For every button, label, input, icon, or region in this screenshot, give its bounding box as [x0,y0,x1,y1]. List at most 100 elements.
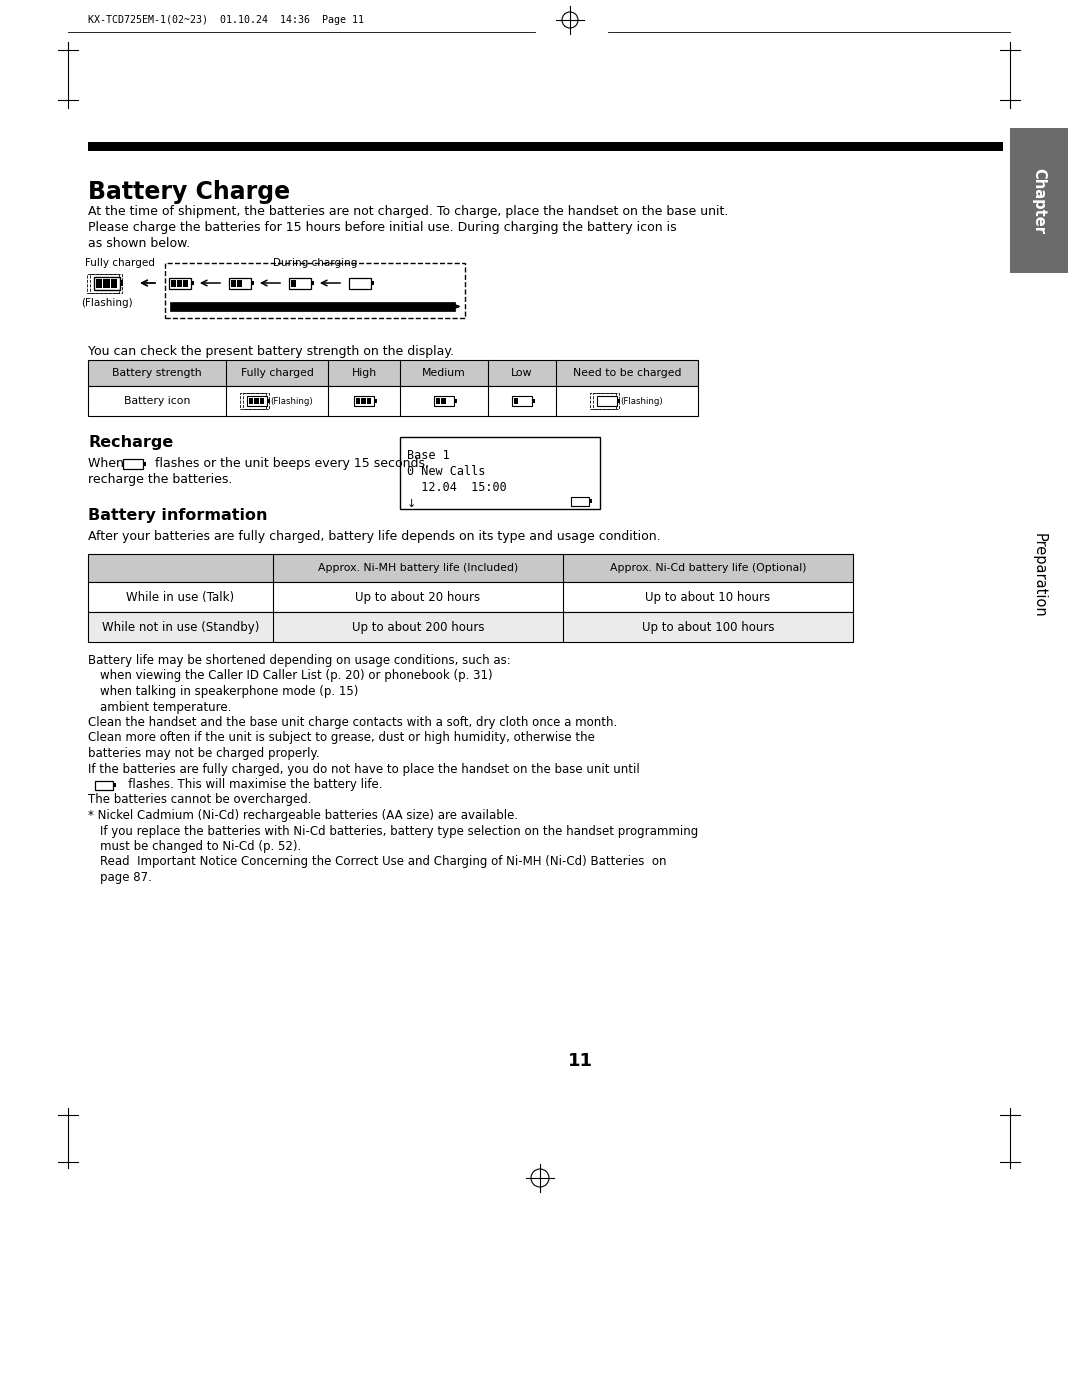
Bar [177,279,183,286]
Bar [254,398,259,404]
Bar [229,278,251,289]
Text: when viewing the Caller ID Caller List (p. 20) or phonebook (p. 31): when viewing the Caller ID Caller List (… [100,669,492,683]
Text: as shown below.: as shown below. [87,237,190,250]
Bar [617,400,620,402]
Text: Base 1: Base 1 [407,448,449,462]
Bar [289,278,311,289]
Bar [367,398,372,404]
Bar [87,274,119,292]
Text: ↓: ↓ [407,499,417,509]
Text: batteries may not be charged properly.: batteries may not be charged properly. [87,747,320,760]
Bar [311,281,314,285]
Bar [589,499,592,503]
Bar [87,555,853,583]
Bar [354,395,374,407]
Text: must be changed to Ni-Cd (p. 52).: must be changed to Ni-Cd (p. 52). [100,840,301,854]
Bar [374,400,377,402]
Text: Battery strength: Battery strength [112,367,202,379]
Bar [267,400,270,402]
Text: Clean more often if the unit is subject to grease, dust or high humidity, otherw: Clean more often if the unit is subject … [87,732,595,745]
Bar [597,395,617,407]
Text: While in use (Talk): While in use (Talk) [126,591,234,604]
Text: Clean the handset and the base unit charge contacts with a soft, dry cloth once : Clean the handset and the base unit char… [87,717,618,729]
Text: when talking in speakerphone mode (p. 15): when talking in speakerphone mode (p. 15… [100,685,359,698]
Bar [87,360,698,386]
Text: Battery icon: Battery icon [124,395,190,407]
Text: Up to about 100 hours: Up to about 100 hours [642,620,774,633]
Text: Fully charged: Fully charged [85,258,154,268]
Text: During charging: During charging [273,258,357,268]
Bar [400,437,600,509]
Text: At the time of shipment, the batteries are not charged. To charge, place the han: At the time of shipment, the batteries a… [87,205,728,218]
Bar [87,386,698,416]
Text: Up to about 200 hours: Up to about 200 hours [352,620,484,633]
Text: While not in use (Standby): While not in use (Standby) [102,620,259,633]
Bar [110,278,117,288]
Bar [191,281,194,285]
Text: (Flashing): (Flashing) [620,397,663,405]
Bar [362,398,366,404]
Bar [372,281,374,285]
Bar [593,393,619,409]
Text: Approx. Ni-MH battery life (Included): Approx. Ni-MH battery life (Included) [318,563,518,573]
Text: Fully charged: Fully charged [241,367,313,379]
Bar [532,400,535,402]
Text: When: When [87,457,127,469]
Text: page 87.: page 87. [100,870,152,884]
Text: ambient temperature.: ambient temperature. [100,700,231,714]
Bar [94,277,120,289]
Text: Approx. Ni-Cd battery life (Optional): Approx. Ni-Cd battery life (Optional) [610,563,807,573]
Bar [123,460,143,469]
Bar [259,398,264,404]
Bar [247,395,267,407]
Text: 11: 11 [567,1052,593,1070]
Text: flashes. This will maximise the battery life.: flashes. This will maximise the battery … [117,778,382,791]
Text: Battery information: Battery information [87,509,268,522]
Text: Need to be charged: Need to be charged [572,367,681,379]
Text: recharge the batteries.: recharge the batteries. [87,474,232,486]
Bar [168,278,191,289]
Text: KX-TCD725EM-1(02~23)  01.10.24  14:36  Page 11: KX-TCD725EM-1(02~23) 01.10.24 14:36 Page… [87,15,364,25]
Text: Up to about 10 hours: Up to about 10 hours [646,591,770,604]
Bar [171,279,176,286]
Bar [291,279,296,286]
Text: Preparation: Preparation [1031,532,1047,617]
Bar [87,583,853,612]
Text: The batteries cannot be overcharged.: The batteries cannot be overcharged. [87,793,311,806]
Text: flashes or the unit beeps every 15 seconds,: flashes or the unit beeps every 15 secon… [147,457,429,469]
Bar [590,393,616,409]
Text: 0 New Calls: 0 New Calls [407,465,485,478]
Text: 12.04  15:00: 12.04 15:00 [407,481,507,495]
Text: Battery Charge: Battery Charge [87,180,291,204]
Text: (Flashing): (Flashing) [81,298,133,307]
Bar [512,395,532,407]
Text: Recharge: Recharge [87,434,173,450]
Text: Chapter: Chapter [1031,168,1047,233]
Text: High: High [351,367,377,379]
Bar [90,274,122,292]
Text: Medium: Medium [422,367,465,379]
Bar [434,395,454,407]
Bar [113,784,116,787]
Bar [95,781,113,789]
Text: Please charge the batteries for 15 hours before initial use. During charging the: Please charge the batteries for 15 hours… [87,221,677,235]
Text: Up to about 20 hours: Up to about 20 hours [355,591,481,604]
Bar [104,278,110,288]
Bar [120,281,123,285]
Bar [1010,129,1068,272]
Bar [183,279,188,286]
Text: Battery life may be shortened depending on usage conditions, such as:: Battery life may be shortened depending … [87,654,511,666]
Text: * Nickel Cadmium (Ni-Cd) rechargeable batteries (AA size) are available.: * Nickel Cadmium (Ni-Cd) rechargeable ba… [87,809,518,821]
Bar [243,393,269,409]
Text: If you replace the batteries with Ni-Cd batteries, battery type selection on the: If you replace the batteries with Ni-Cd … [100,824,699,837]
Bar [356,398,361,404]
Bar [436,398,441,404]
Bar [87,612,853,643]
Bar [571,496,589,506]
Bar [514,398,518,404]
Bar [143,462,146,467]
Text: After your batteries are fully charged, battery life depends on its type and usa: After your batteries are fully charged, … [87,529,661,543]
Bar [240,393,266,409]
Bar [237,279,242,286]
Text: You can check the present battery strength on the display.: You can check the present battery streng… [87,345,454,358]
